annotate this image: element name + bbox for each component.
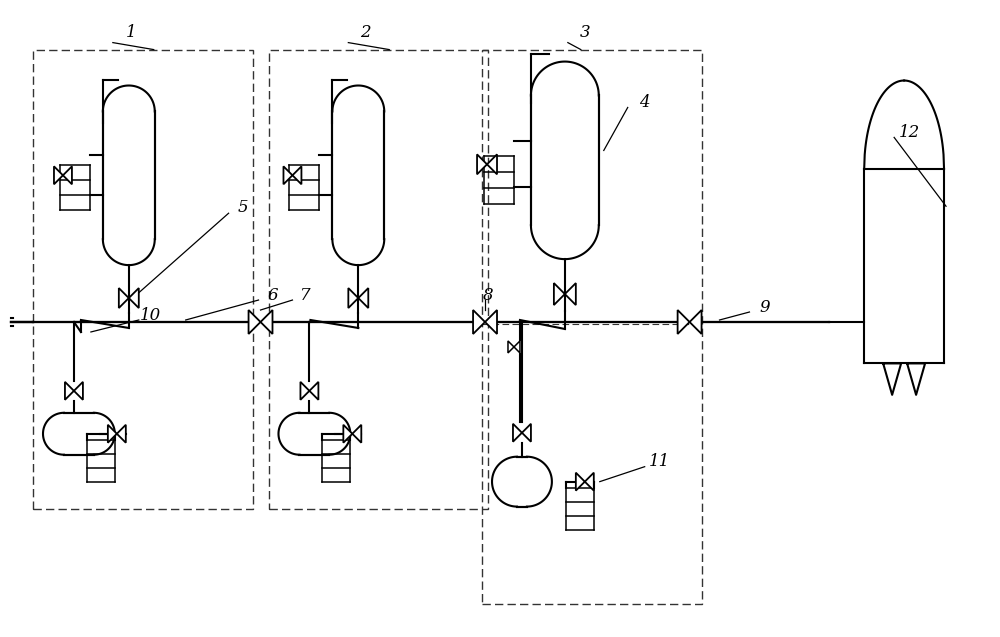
Bar <box>482 50 702 605</box>
Polygon shape <box>129 288 139 308</box>
Polygon shape <box>74 382 83 400</box>
Polygon shape <box>103 239 155 265</box>
Text: 4: 4 <box>639 94 650 111</box>
Polygon shape <box>299 413 329 455</box>
Text: 8: 8 <box>483 287 493 304</box>
Text: 1: 1 <box>125 24 136 41</box>
Polygon shape <box>63 166 72 184</box>
Polygon shape <box>358 288 368 308</box>
Polygon shape <box>261 310 272 334</box>
Polygon shape <box>283 166 292 184</box>
Polygon shape <box>554 283 565 305</box>
Text: 2: 2 <box>360 24 371 41</box>
Polygon shape <box>477 154 487 175</box>
Text: 10: 10 <box>140 306 161 324</box>
Polygon shape <box>352 425 361 443</box>
Polygon shape <box>678 310 690 334</box>
Polygon shape <box>292 166 301 184</box>
Polygon shape <box>64 413 94 455</box>
Polygon shape <box>300 382 309 400</box>
Bar <box>33 50 253 508</box>
Polygon shape <box>117 425 126 443</box>
Polygon shape <box>343 425 352 443</box>
Polygon shape <box>487 154 497 175</box>
Polygon shape <box>103 85 155 111</box>
Polygon shape <box>332 111 384 239</box>
Polygon shape <box>309 382 318 400</box>
Polygon shape <box>907 363 925 395</box>
Polygon shape <box>492 457 517 506</box>
Polygon shape <box>864 80 944 169</box>
Polygon shape <box>329 413 350 455</box>
Polygon shape <box>485 310 497 334</box>
Polygon shape <box>103 111 155 239</box>
Polygon shape <box>65 382 74 400</box>
Polygon shape <box>348 288 358 308</box>
Text: 11: 11 <box>649 453 670 470</box>
Text: 3: 3 <box>580 24 590 41</box>
Polygon shape <box>278 413 299 455</box>
Text: 12: 12 <box>898 124 920 141</box>
Polygon shape <box>332 85 384 111</box>
Text: 5: 5 <box>237 199 248 216</box>
Text: 7: 7 <box>300 287 311 304</box>
Polygon shape <box>249 310 261 334</box>
Polygon shape <box>514 341 520 353</box>
Polygon shape <box>94 413 115 455</box>
Polygon shape <box>531 62 599 96</box>
Polygon shape <box>332 239 384 265</box>
Text: 6: 6 <box>267 287 278 304</box>
Polygon shape <box>517 457 527 506</box>
Polygon shape <box>531 96 599 225</box>
Polygon shape <box>690 310 702 334</box>
Text: 9: 9 <box>759 299 770 315</box>
Polygon shape <box>527 457 552 506</box>
Polygon shape <box>585 473 594 490</box>
Polygon shape <box>43 413 64 455</box>
Polygon shape <box>119 288 129 308</box>
Polygon shape <box>531 225 599 259</box>
Polygon shape <box>54 166 63 184</box>
Polygon shape <box>108 425 117 443</box>
Bar <box>269 50 488 508</box>
Polygon shape <box>864 169 944 363</box>
Polygon shape <box>513 424 522 441</box>
Polygon shape <box>565 283 576 305</box>
Polygon shape <box>883 363 901 395</box>
Polygon shape <box>522 424 531 441</box>
Polygon shape <box>473 310 485 334</box>
Polygon shape <box>508 341 514 353</box>
Polygon shape <box>576 473 585 490</box>
